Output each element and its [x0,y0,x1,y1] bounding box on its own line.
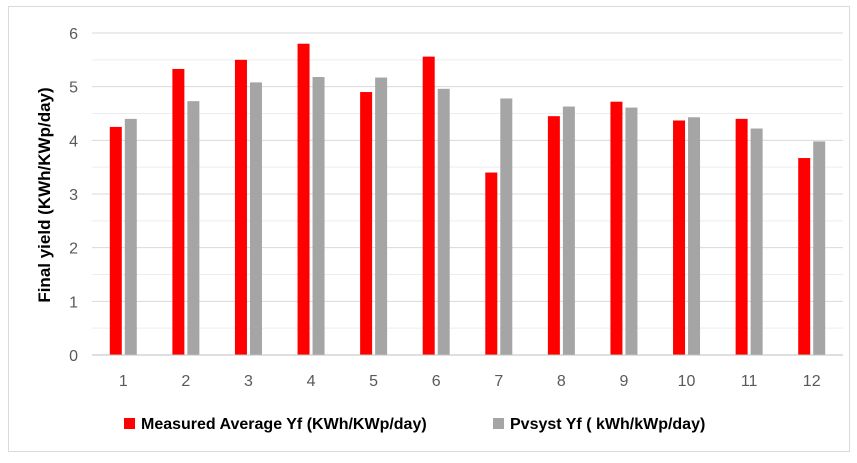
bar-measured-8 [547,116,560,355]
legend: Measured Average Yf (KWh/KWp/day) Pvsyst … [124,416,705,433]
y-tick-label: 4 [69,133,78,150]
bar-pvsyst-4 [312,77,325,356]
bar-measured-7 [485,172,498,355]
bar-measured-4 [297,43,310,355]
x-tick-label: 1 [119,373,128,390]
x-tick-label: 3 [244,373,253,390]
bar-measured-10 [673,120,686,355]
x-tick-label: 11 [741,373,758,390]
x-tick-label: 12 [803,373,821,390]
bar-measured-6 [422,56,435,355]
x-tick-label: 7 [494,373,503,390]
y-tick-label: 2 [69,241,78,258]
bar-pvsyst-9 [625,107,638,355]
bar-pvsyst-7 [500,98,513,356]
y-tick-labels: 0 1 2 3 4 5 6 [69,26,78,365]
legend-label: Measured Average Yf (KWh/KWp/day) [141,416,427,433]
x-tick-label: 9 [620,373,629,390]
bar-pvsyst-12 [813,141,826,355]
x-tick-label: 5 [369,373,378,390]
y-tick-label: 5 [69,80,78,97]
y-tick-label: 6 [69,26,78,43]
bar-pvsyst-2 [187,101,200,355]
bar-measured-12 [798,158,811,355]
legend-item-measured: Measured Average Yf (KWh/KWp/day) [124,416,427,433]
x-tick-label: 8 [557,373,566,390]
bar-measured-1 [109,126,122,356]
bar-measured-11 [735,118,748,355]
x-tick-label: 4 [307,373,316,390]
y-tick-label: 1 [69,294,78,311]
bar-pvsyst-6 [437,88,450,356]
bar-measured-9 [610,101,623,356]
y-tick-label: 3 [69,187,78,204]
bar-pvsyst-8 [562,106,575,355]
bar-pvsyst-10 [688,117,701,355]
bar-pvsyst-1 [124,118,137,355]
bar-pvsyst-5 [375,77,388,355]
legend-label: Pvsyst Yf ( kWh/kWp/day) [510,416,705,433]
x-tick-labels: 1 2 3 4 5 6 7 8 9 10 11 12 [119,373,821,390]
gridlines [92,32,843,329]
y-axis-label: Final yield (KWh/KWp/day) [35,87,54,302]
bar-measured-5 [360,92,373,356]
legend-swatch [124,418,135,429]
bar-pvsyst-11 [750,128,763,355]
bar-measured-2 [172,68,185,355]
x-tick-label: 2 [181,373,190,390]
bar-measured-3 [234,59,247,355]
legend-item-pvsyst: Pvsyst Yf ( kWh/kWp/day) [493,416,705,433]
bars [109,43,826,356]
legend-swatch [493,418,504,429]
x-tick-label: 6 [432,373,441,390]
y-tick-label: 0 [69,348,78,365]
x-tick-label: 10 [678,373,696,390]
bar-pvsyst-3 [249,82,262,355]
